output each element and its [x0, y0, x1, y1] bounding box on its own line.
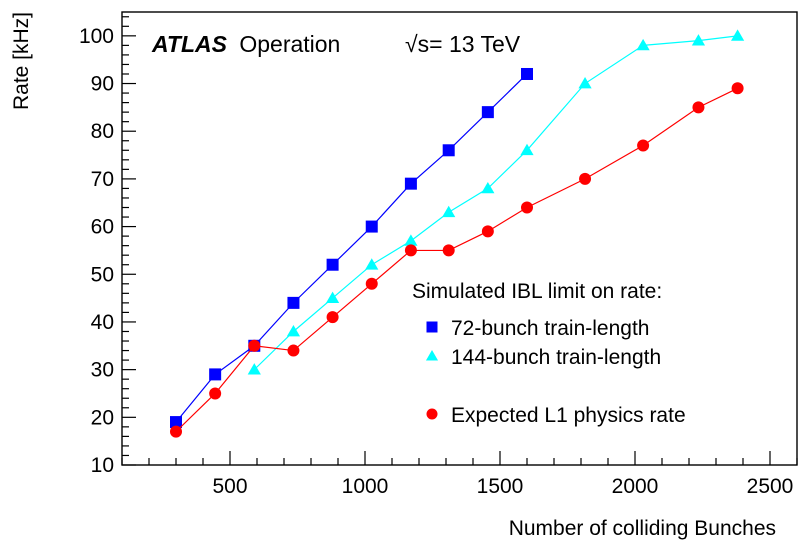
data-point — [209, 387, 222, 400]
x-axis: 500 1000 1500 2000 2500 — [121, 451, 798, 498]
x-tick-label: 2000 — [612, 475, 659, 498]
data-point — [287, 296, 300, 309]
data-point — [287, 344, 300, 357]
x-tick-label: 500 — [212, 475, 247, 498]
legend-label: 72-bunch train-length — [451, 317, 649, 340]
data-point — [170, 425, 182, 438]
data-point — [521, 67, 533, 80]
legend-item: 72-bunch train-length — [426, 317, 649, 340]
status-label: Operation — [239, 31, 340, 57]
experiment-label: ATLAS — [151, 31, 228, 57]
data-point — [404, 177, 417, 190]
x-tick-label: 2500 — [747, 475, 794, 498]
data-point — [209, 368, 222, 381]
data-point — [326, 311, 339, 324]
data-point — [636, 38, 650, 51]
y-tick-label: 90 — [91, 73, 114, 96]
data-point — [248, 339, 261, 352]
data-point — [442, 244, 455, 257]
data-point — [481, 106, 494, 119]
data-point — [365, 258, 379, 270]
data-point — [326, 258, 339, 271]
data-point — [520, 143, 534, 156]
data-point — [637, 139, 650, 152]
series-layer — [170, 29, 745, 438]
legend-marker — [426, 408, 438, 420]
x-tick-label: 1500 — [477, 475, 524, 498]
series-3 — [170, 82, 744, 438]
data-point — [247, 363, 261, 375]
x-axis-title: Number of colliding Bunches — [509, 517, 776, 540]
y-tick-label: 50 — [91, 263, 114, 286]
legend-marker — [426, 321, 438, 333]
data-point — [442, 205, 456, 218]
energy-label: √s= 13 TeV — [405, 31, 521, 57]
legend-label: Expected L1 physics rate — [451, 404, 686, 427]
data-point — [404, 234, 418, 246]
legend-item: 144-bunch train-length — [425, 346, 661, 369]
y-axis: 10 20 30 40 50 60 70 80 90 100 — [79, 16, 136, 477]
data-point — [731, 29, 745, 41]
data-point — [442, 144, 455, 157]
y-tick-label: 80 — [91, 120, 114, 143]
legend-title: Simulated IBL limit on rate: — [412, 280, 662, 303]
data-point — [692, 101, 705, 114]
data-point — [404, 244, 417, 257]
y-tick-label: 60 — [91, 216, 114, 239]
y-tick-label: 40 — [91, 311, 114, 334]
series-line — [175, 87, 738, 433]
y-tick-label: 100 — [79, 25, 114, 48]
data-point — [170, 416, 182, 429]
data-point — [691, 34, 706, 46]
data-point — [481, 181, 495, 194]
series-1 — [170, 67, 533, 429]
legend: 72-bunch train-length 144-bunch train-len… — [425, 317, 686, 427]
series-line — [253, 35, 738, 371]
y-tick-label: 30 — [91, 359, 114, 382]
data-point — [578, 77, 592, 89]
plot-frame — [121, 11, 798, 466]
legend-label: 144-bunch train-length — [451, 346, 661, 369]
y-tick-label: 70 — [91, 168, 114, 191]
legend-item: Expected L1 physics rate — [426, 404, 686, 427]
legend-marker — [425, 350, 439, 361]
y-tick-label: 10 — [91, 454, 114, 477]
data-point — [365, 277, 378, 290]
series-2 — [247, 29, 745, 375]
data-point — [326, 291, 340, 303]
data-point — [286, 325, 301, 337]
series-line — [175, 73, 528, 423]
data-point — [521, 201, 533, 214]
atlas-label: ATLAS Operation — [151, 31, 340, 57]
x-tick-label: 1000 — [342, 475, 389, 498]
y-tick-label: 20 — [91, 406, 114, 429]
y-axis-title: Rate [kHz] — [10, 12, 33, 110]
data-point — [731, 82, 744, 95]
data-point — [365, 220, 378, 233]
data-point — [481, 225, 494, 238]
data-point — [579, 172, 592, 185]
